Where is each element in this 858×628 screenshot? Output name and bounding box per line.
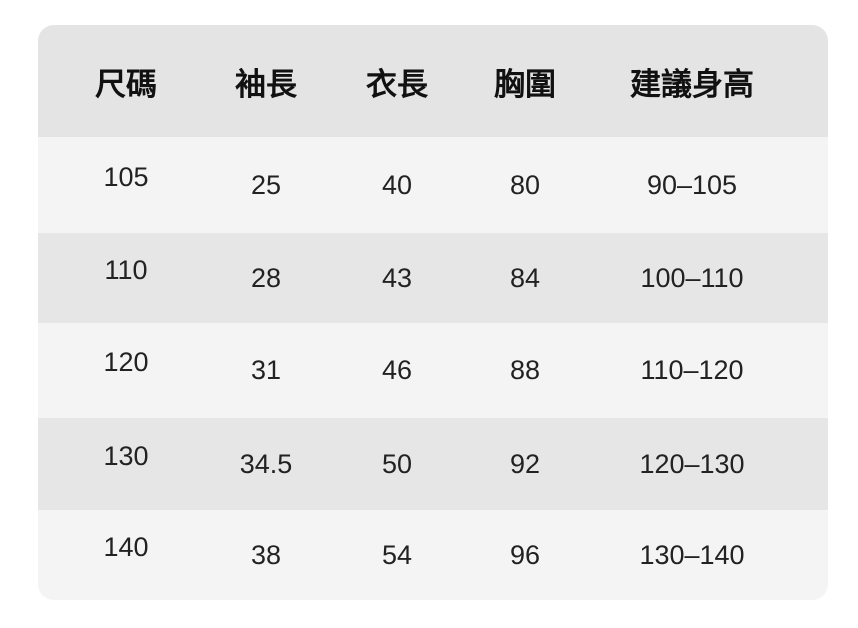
cell-body-length: 54 (381, 539, 413, 570)
table-row: 105 25 40 80 90–105 (38, 137, 828, 233)
cell-chest: 92 (509, 448, 541, 479)
cell-sleeve-length: 38 (250, 539, 282, 570)
cell-size: 105 (103, 161, 149, 192)
header-suggested-height: 建議身高 (630, 66, 754, 103)
cell-suggested-height: 100–110 (640, 262, 744, 293)
header-sleeve-length: 袖長 (235, 66, 297, 103)
table-row: 110 28 43 84 100–110 (38, 233, 828, 323)
cell-body-length: 43 (381, 262, 413, 293)
cell-suggested-height: 110–120 (640, 355, 744, 385)
cell-suggested-height: 90–105 (646, 169, 738, 200)
cell-chest: 80 (509, 169, 541, 200)
cell-sleeve-length: 25 (250, 169, 282, 200)
cell-body-length: 50 (381, 448, 413, 479)
header-body-length: 衣長 (366, 66, 428, 103)
cell-sleeve-length: 34.5 (239, 448, 293, 479)
table-row: 120 31 46 88 110–120 (38, 323, 828, 418)
cell-chest: 84 (509, 262, 541, 293)
table-row: 130 34.5 50 92 120–130 (38, 418, 828, 510)
cell-size: 120 (103, 347, 149, 377)
header-chest: 胸圍 (494, 66, 556, 103)
cell-suggested-height: 130–140 (639, 539, 745, 570)
table-row: 140 38 54 96 130–140 (38, 510, 828, 600)
cell-suggested-height: 120–130 (639, 448, 745, 479)
size-chart-table: 尺碼 袖長 衣長 胸圍 建議身高 105 25 40 80 90–105 110 28 43 8… (38, 25, 828, 600)
cell-sleeve-length: 28 (250, 262, 282, 293)
header-size: 尺碼 (95, 66, 157, 103)
cell-size: 140 (103, 531, 149, 562)
cell-body-length: 46 (381, 355, 413, 385)
cell-size: 110 (104, 254, 148, 285)
cell-sleeve-length: 31 (250, 355, 282, 385)
cell-chest: 96 (509, 539, 541, 570)
cell-body-length: 40 (381, 169, 413, 200)
cell-chest: 88 (509, 355, 541, 385)
table-header: 尺碼 袖長 衣長 胸圍 建議身高 (38, 25, 828, 137)
cell-size: 130 (103, 440, 149, 471)
